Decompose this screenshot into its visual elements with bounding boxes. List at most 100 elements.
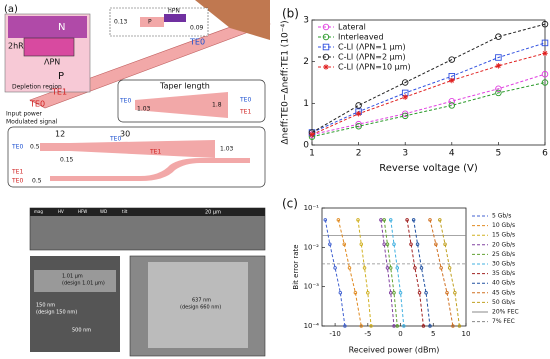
legend-label: 15 Gb/s xyxy=(492,232,515,239)
marker xyxy=(402,324,406,328)
x-tick-label: 6 xyxy=(542,149,548,159)
legend-label: 7% FEC xyxy=(492,318,515,325)
label: P xyxy=(148,19,152,26)
marker xyxy=(434,242,438,246)
y-tick-label: 10⁻⁴ xyxy=(304,322,320,330)
label: TE0 xyxy=(119,98,131,105)
label: P xyxy=(58,71,64,82)
n-block xyxy=(164,14,186,22)
marker xyxy=(541,20,549,28)
device-body xyxy=(195,0,270,40)
label: N xyxy=(58,22,65,33)
sem-right-grating xyxy=(148,262,248,348)
y-tick-label: 3 xyxy=(303,16,309,26)
label: TE0 xyxy=(189,38,205,47)
x-tick-label: -10 xyxy=(329,330,340,338)
marker xyxy=(322,23,330,31)
label: (design 1.01 μm) xyxy=(62,281,105,287)
p-block xyxy=(140,17,164,27)
sem-left-wg xyxy=(34,270,116,292)
y-tick-label: 1 xyxy=(303,99,309,109)
x-tick-label: 0 xyxy=(398,330,402,338)
sem-info: HV xyxy=(58,209,64,214)
marker xyxy=(359,324,364,328)
marker xyxy=(415,242,420,246)
label: (design 150 nm) xyxy=(36,310,77,316)
legend-label: 10 Gb/s xyxy=(492,222,515,229)
marker xyxy=(362,266,367,270)
marker xyxy=(392,242,396,246)
x-tick-label: 2 xyxy=(356,149,362,159)
legend-label: 20 Gb/s xyxy=(492,241,515,248)
marker xyxy=(541,79,549,86)
plot-frame xyxy=(311,19,546,146)
marker xyxy=(338,291,343,295)
sem-info: WD xyxy=(100,209,107,214)
x-axis-label: Received power (dBm) xyxy=(349,346,440,355)
label: 2hR xyxy=(8,42,24,51)
marker xyxy=(541,70,549,78)
x-axis-label: Reverse voltage (V) xyxy=(379,163,478,174)
y-tick-label: 10⁻¹ xyxy=(304,204,320,212)
series-line xyxy=(390,219,405,327)
marker xyxy=(385,266,390,270)
marker xyxy=(395,266,400,270)
marker xyxy=(542,50,548,57)
marker xyxy=(392,324,396,328)
sem-info: mag xyxy=(34,209,43,214)
marker xyxy=(309,131,315,138)
label: TE1 xyxy=(51,88,67,97)
marker xyxy=(398,291,403,295)
junction xyxy=(23,37,75,57)
series-line xyxy=(380,219,395,327)
marker xyxy=(382,242,386,246)
marker xyxy=(439,266,443,270)
marker xyxy=(413,266,417,270)
series-line xyxy=(439,219,460,327)
marker xyxy=(402,94,408,100)
taper xyxy=(135,92,228,118)
wg-segment xyxy=(40,143,70,151)
marker xyxy=(366,291,370,295)
marker xyxy=(355,120,362,128)
x-tick-label: -5 xyxy=(364,330,371,338)
label: ΛPN xyxy=(44,58,60,67)
marker xyxy=(388,266,393,270)
label: hPN xyxy=(168,8,180,15)
marker xyxy=(323,218,328,222)
series-line xyxy=(413,219,431,327)
series-line xyxy=(311,73,546,136)
y-axis-label: Bit error rate xyxy=(292,244,300,289)
marker xyxy=(448,56,456,63)
y-tick-label: 10⁻² xyxy=(304,243,320,251)
legend-label: 20% FEC xyxy=(492,309,519,316)
sem-info: HFW xyxy=(78,209,87,214)
label: TE0 xyxy=(109,136,121,143)
n-region xyxy=(8,16,87,38)
legend-label: 35 Gb/s xyxy=(492,270,515,277)
label: 637 nm xyxy=(192,298,211,304)
series-line xyxy=(429,219,454,327)
label: TE0 xyxy=(29,100,45,109)
marker xyxy=(495,54,502,61)
plot-frame xyxy=(321,207,467,327)
marker xyxy=(443,242,447,246)
marker xyxy=(388,218,393,222)
series-line xyxy=(311,23,546,133)
label: TE1 xyxy=(239,109,251,116)
marker xyxy=(382,218,386,222)
marker xyxy=(448,102,456,109)
marker xyxy=(359,242,364,246)
legend-label: C-LI (ΛPN=1 μm) xyxy=(338,43,406,52)
marker xyxy=(343,324,347,328)
panel-label: (a) xyxy=(4,4,18,15)
marker xyxy=(355,122,362,130)
y-tick-label: 0 xyxy=(303,141,309,151)
legend-label: Interleaved xyxy=(338,33,384,42)
marker xyxy=(388,291,393,295)
marker xyxy=(401,112,409,120)
label: 1.8 xyxy=(212,102,222,109)
marker xyxy=(322,53,330,61)
marker xyxy=(428,218,432,222)
